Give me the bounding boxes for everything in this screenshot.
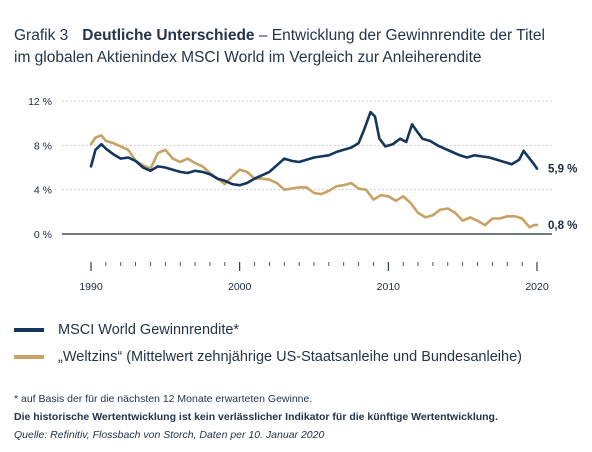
legend-label-msci: MSCI World Gewinnrendite* bbox=[58, 322, 240, 338]
series-line-weltzins bbox=[89, 134, 539, 229]
y-tick-label: 4 % bbox=[34, 185, 52, 197]
y-tick-label: 12 % bbox=[28, 96, 52, 108]
legend-item-msci: MSCI World Gewinnrendite* bbox=[14, 320, 239, 340]
y-axis-labels: 12 % 8 % 4 % 0 % bbox=[28, 96, 52, 241]
grid-lines bbox=[62, 100, 552, 191]
footnote: * auf Basis der für die nächsten 12 Mona… bbox=[14, 393, 313, 405]
chart-title-rest: – Entwicklung der Gewinnrendite der Tite… bbox=[254, 27, 545, 44]
series-line-msci bbox=[89, 110, 539, 187]
disclaimer: Die historische Wertentwicklung ist kein… bbox=[14, 411, 498, 423]
x-axis-labels: 1990 2000 2010 2020 bbox=[79, 281, 549, 293]
x-tick-label: 1990 bbox=[79, 281, 103, 293]
y-tick-label: 8 % bbox=[34, 140, 52, 152]
chart-title-line-2: im globalen Aktienindex MSCI World im Ve… bbox=[14, 49, 482, 66]
line-chart: 12 % 8 % 4 % 0 % 1990 2000 2010 2020 0,8 % 5,9 … bbox=[28, 96, 577, 293]
x-tick-label: 2000 bbox=[228, 281, 252, 293]
end-label-msci: 5,9 % bbox=[548, 164, 577, 176]
y-tick-label: 0 % bbox=[34, 229, 52, 241]
legend-swatch-weltzins bbox=[14, 355, 44, 359]
end-value-labels: 0,8 % 5,9 % bbox=[548, 164, 577, 233]
x-tick-label: 2020 bbox=[525, 281, 549, 293]
legend-label-weltzins: „Weltzins“ (Mittelwert zehnjährige US-St… bbox=[58, 349, 522, 365]
x-tick-label: 2010 bbox=[377, 281, 401, 293]
series-lines bbox=[89, 110, 539, 229]
chart-title-line-1: Grafik 3 Deutliche Unterschiede – Entwick… bbox=[14, 26, 545, 46]
source-note: Quelle: Refinitiv, Flossbach von Storch,… bbox=[14, 429, 325, 441]
legend-swatch-msci bbox=[14, 328, 44, 332]
legend-item-weltzins: „Weltzins“ (Mittelwert zehnjährige US-St… bbox=[14, 347, 522, 367]
chart-title-bold: Deutliche Unterschiede bbox=[82, 27, 255, 44]
x-axis bbox=[62, 233, 552, 271]
figure-number: Grafik 3 bbox=[14, 27, 69, 44]
end-label-weltzins: 0,8 % bbox=[548, 220, 577, 232]
